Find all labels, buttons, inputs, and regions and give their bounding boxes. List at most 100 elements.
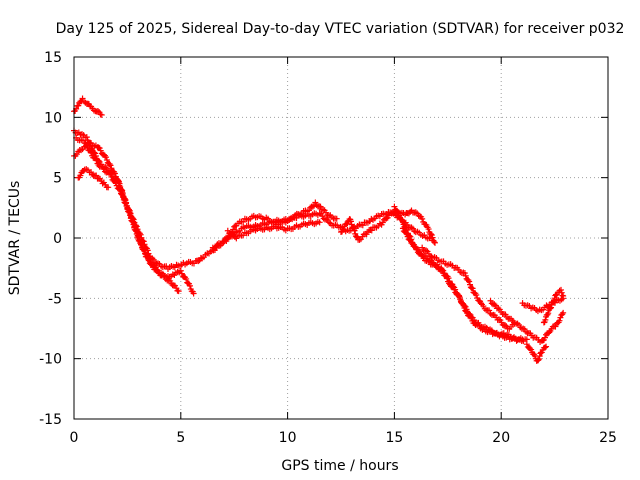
data-point bbox=[220, 239, 227, 246]
data-point bbox=[428, 253, 435, 260]
data-point bbox=[101, 168, 108, 175]
data-point bbox=[190, 290, 197, 297]
data-point bbox=[492, 302, 499, 309]
data-point bbox=[347, 218, 354, 225]
data-point bbox=[186, 282, 193, 289]
data-point bbox=[118, 188, 125, 195]
data-point bbox=[305, 207, 312, 214]
data-point bbox=[487, 297, 494, 304]
data-point bbox=[240, 218, 247, 225]
data-point bbox=[395, 212, 402, 219]
x-axis-label: GPS time / hours bbox=[281, 458, 398, 474]
grid-lines bbox=[74, 57, 608, 419]
data-point bbox=[224, 234, 231, 241]
data-point bbox=[560, 292, 567, 299]
data-point bbox=[535, 355, 542, 362]
data-point bbox=[558, 286, 565, 293]
data-point bbox=[558, 289, 565, 296]
data-point bbox=[368, 227, 375, 234]
y-tick-label: 10 bbox=[44, 110, 62, 126]
data-point bbox=[429, 234, 436, 241]
data-point bbox=[542, 316, 549, 323]
data-series bbox=[71, 95, 567, 364]
data-point bbox=[177, 267, 184, 274]
series-track-h bbox=[338, 207, 438, 246]
data-point bbox=[145, 253, 152, 260]
series-track-j bbox=[399, 225, 526, 343]
data-point bbox=[536, 353, 543, 360]
data-point bbox=[122, 199, 129, 206]
data-point bbox=[399, 225, 406, 232]
y-tick-label: 0 bbox=[53, 231, 62, 247]
data-point bbox=[423, 247, 430, 254]
data-point bbox=[130, 218, 137, 225]
data-point bbox=[93, 157, 100, 164]
plot-frame bbox=[73, 56, 609, 420]
data-point bbox=[140, 245, 147, 252]
data-point bbox=[132, 223, 139, 230]
data-point bbox=[462, 272, 469, 279]
series-track-l bbox=[487, 297, 518, 326]
data-point bbox=[556, 317, 563, 324]
data-point bbox=[230, 226, 237, 233]
data-point bbox=[466, 310, 473, 317]
data-point bbox=[402, 229, 409, 236]
data-point bbox=[439, 266, 446, 273]
data-point bbox=[410, 241, 417, 248]
data-point bbox=[316, 219, 323, 226]
y-axis-label: SDTVAR / TECUs bbox=[7, 181, 23, 296]
data-point bbox=[126, 209, 133, 216]
data-point bbox=[547, 305, 554, 312]
data-point bbox=[94, 108, 101, 115]
chart-title: Day 125 of 2025, Sidereal Day-to-day VTE… bbox=[56, 21, 625, 37]
data-point bbox=[541, 344, 548, 351]
data-point bbox=[511, 319, 518, 326]
data-point bbox=[502, 322, 509, 329]
data-point bbox=[103, 154, 110, 161]
x-tick-label: 10 bbox=[279, 430, 297, 446]
y-tick-label: -5 bbox=[48, 291, 62, 307]
data-point bbox=[88, 149, 95, 156]
data-point bbox=[144, 251, 151, 258]
data-point bbox=[136, 234, 143, 241]
data-point bbox=[152, 264, 159, 271]
data-point bbox=[450, 283, 457, 290]
data-point bbox=[467, 281, 474, 288]
data-point bbox=[111, 170, 118, 177]
data-point bbox=[353, 233, 360, 240]
data-point bbox=[343, 220, 350, 227]
series-track-e bbox=[75, 166, 112, 191]
data-point bbox=[309, 203, 316, 210]
data-point bbox=[385, 212, 392, 219]
x-tick-label: 0 bbox=[70, 430, 79, 446]
data-point bbox=[528, 346, 535, 353]
data-point bbox=[340, 226, 347, 233]
tick-labels: 0 5 10 15 20 25 -15 -10 -5 0 5 10 15 bbox=[39, 50, 617, 446]
data-point bbox=[431, 239, 438, 246]
data-point bbox=[128, 214, 135, 221]
data-point bbox=[428, 231, 435, 238]
data-point bbox=[173, 285, 180, 292]
data-point bbox=[461, 270, 468, 277]
y-tick-label: -10 bbox=[39, 352, 62, 368]
data-point bbox=[551, 295, 558, 302]
data-point bbox=[97, 147, 104, 154]
data-point bbox=[473, 292, 480, 299]
data-point bbox=[383, 215, 390, 222]
data-point bbox=[183, 275, 190, 282]
data-point bbox=[452, 286, 459, 293]
data-point bbox=[427, 231, 434, 238]
data-point bbox=[83, 134, 90, 141]
data-point bbox=[456, 294, 463, 301]
data-point bbox=[466, 278, 473, 285]
data-point bbox=[107, 162, 114, 169]
x-tick-label: 25 bbox=[599, 430, 617, 446]
y-tick-label: -15 bbox=[39, 412, 62, 428]
data-point bbox=[320, 215, 327, 222]
data-point bbox=[379, 219, 386, 226]
data-point bbox=[407, 208, 414, 215]
data-point bbox=[141, 247, 148, 254]
data-point bbox=[548, 304, 555, 311]
x-tick-label: 5 bbox=[176, 430, 185, 446]
